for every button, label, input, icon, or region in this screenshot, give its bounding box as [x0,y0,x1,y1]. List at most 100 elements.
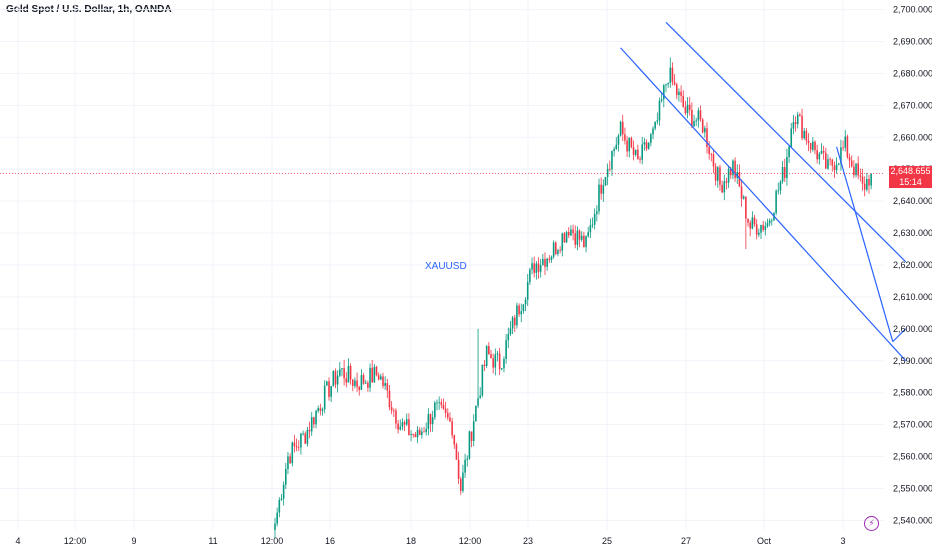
candle-body [343,368,345,379]
candle-body [673,81,676,85]
candle-body [488,346,490,355]
candle-body [734,160,736,178]
candle-body [287,456,289,470]
candle-body [723,181,726,193]
candle-body [529,269,531,283]
candle-body [371,367,373,383]
candle-body [429,414,432,425]
candle-body [656,120,659,122]
candle-body [509,328,512,335]
candle-body [704,128,706,133]
candle-body [550,256,553,260]
candle-body [781,167,784,182]
candle-body [382,376,384,386]
candle-body [345,378,348,383]
candle-body [598,184,600,212]
candle-body [721,184,723,193]
candle-body [613,149,615,152]
candle-body [561,233,564,251]
candle-body [827,159,829,169]
candle-body [602,185,605,194]
candle-body [747,218,749,223]
candle-body [501,368,503,370]
candle-body [751,217,754,229]
candle-body [643,142,646,145]
candle-body [861,176,864,184]
candle-body [282,484,285,499]
candle-body [380,376,382,380]
x-tick-label: 23 [523,536,533,546]
candle-body [695,120,697,122]
candle-body [764,226,767,230]
candle-body [807,140,810,144]
candle-body [351,379,354,386]
candle-body [624,134,626,141]
candle-body [660,99,663,101]
candle-body [796,114,799,125]
candle-body [548,258,551,260]
candle-body [678,91,680,96]
candle-body [805,130,808,141]
candle-body [863,183,866,190]
candle-body [777,190,780,192]
candle-body [304,433,307,444]
candle-body [801,115,803,139]
candle-body [788,146,790,157]
y-tick-label: 2,550.000 [893,483,932,493]
price-axis[interactable]: 2,700.000 2,690.000 2,680.000 2,670.000 2,66… [893,5,932,526]
candle-body [362,375,365,384]
trendline[interactable] [836,146,894,342]
candle-body [853,166,855,176]
candle-body [850,160,853,167]
candle-body [667,82,669,85]
trendline[interactable] [665,21,907,263]
candle-body [857,163,859,176]
candle-body [416,429,419,438]
candle-body [729,168,732,176]
candle-body [412,434,415,435]
candle-body [717,167,719,181]
candle-body [831,159,834,166]
trendline[interactable] [892,328,907,343]
candle-body [745,196,747,219]
candle-body [436,402,438,404]
candle-body [552,242,555,257]
candle-body [706,128,708,148]
trendline[interactable] [620,47,907,362]
candle-body [520,311,523,315]
y-tick-label: 2,700.000 [893,5,932,15]
candle-body [833,165,836,171]
candle-body [498,353,501,370]
candle-body [295,446,298,448]
candle-body [682,95,685,107]
candle-body [572,229,574,234]
candle-body [840,147,842,164]
candle-body [302,433,304,435]
time-axis[interactable]: 4 12:00 9 11 12:00 16 18 12:00 23 25 27 Oct 3 [15,536,845,546]
candle-body [790,128,793,147]
x-tick-label: 11 [208,536,217,546]
candle-body [626,140,628,152]
candle-body [513,317,516,326]
candle-body [768,220,771,224]
candle-body [699,110,702,120]
candle-body [410,434,412,435]
candle-body [516,305,518,326]
candle-body [559,250,561,251]
candle-body [518,305,520,315]
candle-body [818,153,821,160]
candle-body [505,340,507,359]
candle-body [447,413,449,418]
candle-body [274,523,276,530]
candle-body [809,143,812,150]
x-tick-label: 18 [406,536,416,546]
candle-body [332,370,335,386]
candle-body [714,166,717,181]
candle-body [507,334,510,341]
candle-body [563,233,566,243]
lightning-icon[interactable]: ⚡ [864,516,879,531]
candle-body [557,250,559,254]
trendlines[interactable] [620,21,907,362]
candle-body [524,299,527,305]
